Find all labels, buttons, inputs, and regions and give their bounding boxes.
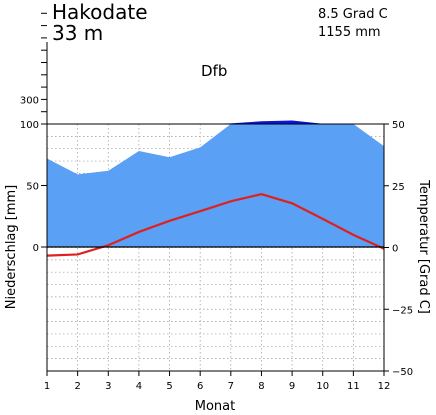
right-tick-label: 0 — [392, 244, 398, 255]
x-tick-label: 7 — [228, 381, 234, 392]
right-tick-label: 25 — [392, 182, 405, 193]
x-tick-label: 1 — [44, 381, 50, 392]
left-tick-label: 0 — [33, 243, 39, 254]
x-axis-label: Monat — [195, 399, 235, 414]
x-tick-label: 4 — [136, 381, 142, 392]
x-tick-label: 12 — [378, 381, 391, 392]
left-tick-label: 50 — [26, 182, 39, 193]
right-tick-label: −50 — [392, 367, 413, 378]
x-tick-label: 6 — [197, 381, 203, 392]
right-tick-label: −25 — [392, 305, 413, 316]
x-tick-label: 3 — [105, 381, 111, 392]
precipitation-area — [47, 120, 384, 247]
station-elevation: 33 m — [52, 21, 103, 45]
x-tick-label: 5 — [166, 381, 172, 392]
climate-class: Dfb — [201, 62, 227, 80]
axes — [41, 12, 389, 376]
right-axis-label: Temperatur [Grad C] — [416, 179, 431, 314]
x-tick-label: 11 — [347, 381, 360, 392]
precipitation-excess-fill — [47, 120, 384, 124]
left-tick-label: 300 — [20, 95, 39, 106]
x-tick-label: 10 — [316, 381, 329, 392]
precipitation-fill — [47, 124, 384, 247]
left-tick-label: 100 — [20, 120, 39, 131]
x-tick-label: 8 — [258, 381, 264, 392]
x-tick-label: 9 — [289, 381, 295, 392]
x-tick-label: 2 — [74, 381, 80, 392]
mean-temperature: 8.5 Grad C — [318, 7, 388, 22]
left-axis-label: Niederschlag [mm] — [4, 185, 19, 310]
right-tick-label: 50 — [392, 120, 405, 131]
annual-precipitation: 1155 mm — [318, 25, 381, 40]
station-name: Hakodate — [52, 0, 148, 24]
